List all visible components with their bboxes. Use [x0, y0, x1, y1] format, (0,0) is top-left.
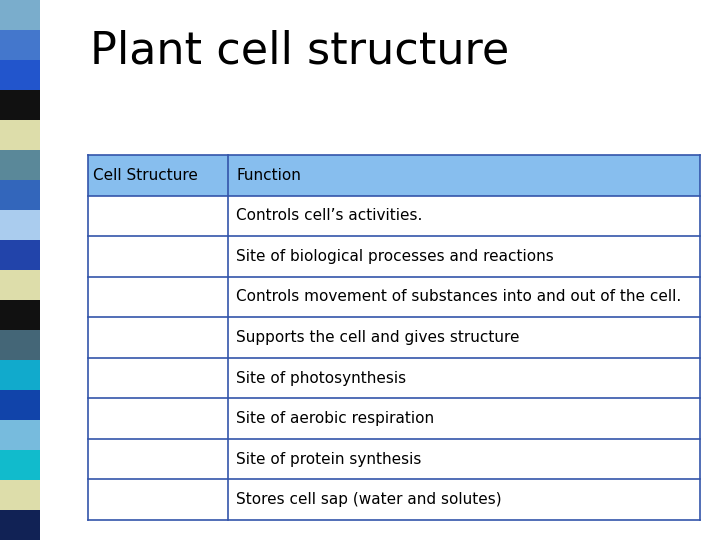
Text: Function: Function: [236, 168, 301, 183]
Bar: [88, 317, 700, 358]
Bar: [0, 90, 40, 120]
Bar: [0, 300, 40, 330]
Bar: [0, 270, 40, 300]
Text: Plant cell structure: Plant cell structure: [90, 30, 509, 73]
Text: Site of protein synthesis: Site of protein synthesis: [236, 451, 421, 467]
Bar: [88, 276, 700, 317]
Text: Site of photosynthesis: Site of photosynthesis: [236, 370, 406, 386]
Text: Controls cell’s activities.: Controls cell’s activities.: [236, 208, 423, 224]
Text: Cell Structure: Cell Structure: [93, 168, 198, 183]
Bar: [0, 450, 40, 480]
Bar: [0, 360, 40, 390]
Bar: [0, 210, 40, 240]
Bar: [88, 155, 700, 195]
Bar: [88, 358, 700, 399]
Bar: [88, 439, 700, 480]
Bar: [0, 150, 40, 180]
Bar: [0, 120, 40, 150]
Bar: [0, 480, 40, 510]
Bar: [0, 330, 40, 360]
Bar: [88, 399, 700, 439]
Text: Supports the cell and gives structure: Supports the cell and gives structure: [236, 330, 520, 345]
Bar: [0, 0, 40, 30]
Text: Site of aerobic respiration: Site of aerobic respiration: [236, 411, 434, 426]
Bar: [0, 510, 40, 540]
Bar: [88, 480, 700, 520]
Bar: [0, 60, 40, 90]
Bar: [0, 240, 40, 270]
Bar: [88, 236, 700, 276]
Bar: [0, 420, 40, 450]
Text: Stores cell sap (water and solutes): Stores cell sap (water and solutes): [236, 492, 502, 507]
Bar: [0, 180, 40, 210]
Bar: [88, 195, 700, 236]
Bar: [0, 30, 40, 60]
Text: Site of biological processes and reactions: Site of biological processes and reactio…: [236, 249, 554, 264]
Text: Controls movement of substances into and out of the cell.: Controls movement of substances into and…: [236, 289, 681, 305]
Bar: [0, 390, 40, 420]
